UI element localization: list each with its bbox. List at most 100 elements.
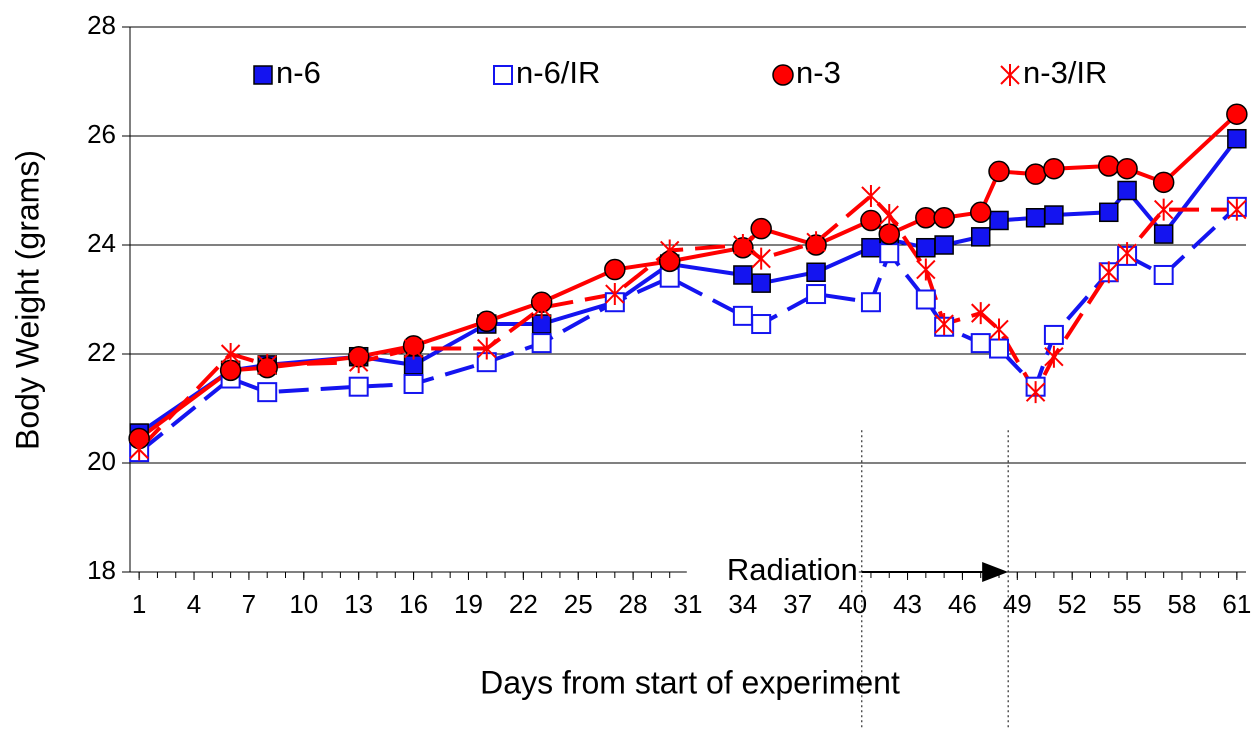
x-tick-label: 22 — [509, 589, 538, 619]
point — [915, 207, 937, 229]
legend-marker — [1000, 64, 1020, 86]
point — [605, 283, 625, 306]
point — [1043, 324, 1064, 345]
y-tick-label: 18 — [87, 555, 116, 585]
point — [257, 382, 278, 403]
point — [916, 237, 936, 258]
legend-label: n-6/IR — [516, 55, 600, 90]
point — [916, 258, 936, 281]
point — [879, 204, 899, 227]
x-axis-title: Days from start of experiment — [480, 664, 900, 700]
point — [989, 318, 1009, 341]
point — [220, 343, 241, 365]
x-tick-label: 1 — [132, 589, 146, 619]
x-tick-label: 31 — [674, 589, 703, 619]
point — [476, 310, 498, 333]
point — [1226, 103, 1248, 125]
point — [970, 333, 991, 354]
y-axis-title: Body Weight (grams) — [9, 150, 45, 450]
point — [969, 201, 992, 224]
y-tick-label: 20 — [87, 446, 116, 476]
point — [403, 373, 424, 394]
series-line — [137, 193, 1237, 451]
point — [751, 314, 772, 335]
point — [989, 338, 1010, 359]
point — [733, 234, 753, 256]
x-tick-label: 25 — [564, 589, 593, 619]
x-tick-label: 40 — [838, 589, 867, 619]
legend-marker — [772, 64, 794, 86]
point — [129, 438, 149, 461]
point — [403, 337, 424, 360]
annotation-arrowhead — [982, 562, 1009, 582]
x-tick-label: 61 — [1222, 589, 1251, 619]
point — [531, 333, 552, 354]
point — [806, 284, 827, 305]
legend-marker — [493, 65, 513, 85]
point — [1025, 381, 1046, 404]
point — [988, 160, 1010, 183]
x-tick-label: 16 — [399, 589, 428, 619]
point — [1153, 224, 1174, 244]
x-tick-label: 58 — [1168, 589, 1197, 619]
legend-item: n-3 — [772, 55, 841, 90]
point — [934, 235, 954, 255]
point — [971, 302, 991, 325]
point — [1117, 242, 1137, 265]
point — [1098, 155, 1120, 177]
x-tick-label: 7 — [242, 589, 256, 619]
point — [970, 227, 991, 247]
point — [878, 223, 900, 245]
point — [257, 353, 277, 376]
point — [732, 305, 753, 326]
point — [1044, 345, 1064, 368]
series-line — [137, 205, 1239, 454]
point — [861, 237, 881, 258]
y-tick-label: 24 — [87, 228, 116, 258]
point — [1117, 180, 1137, 201]
point — [1153, 198, 1174, 221]
annotation-bg — [686, 554, 859, 590]
legend-label: n-3/IR — [1023, 55, 1107, 90]
x-tick-label: 46 — [948, 589, 977, 619]
x-tick-label: 43 — [893, 589, 922, 619]
point — [933, 207, 955, 229]
point — [751, 273, 771, 293]
x-tick-label: 49 — [1003, 589, 1032, 619]
legend-marker — [253, 65, 273, 85]
point — [348, 376, 369, 397]
point — [915, 289, 936, 310]
point — [1099, 202, 1119, 223]
legend-label: n-6 — [276, 55, 321, 90]
legend-item: n-6/IR — [493, 55, 600, 90]
point — [604, 258, 626, 281]
point — [1099, 261, 1119, 284]
x-tick-label: 19 — [454, 589, 483, 619]
x-tick-label: 34 — [728, 589, 757, 619]
legend-item: n-6 — [253, 55, 321, 90]
x-tick-label: 52 — [1058, 589, 1087, 619]
point — [1116, 157, 1138, 180]
point — [806, 262, 826, 282]
point — [860, 292, 881, 313]
point — [477, 337, 497, 360]
point — [861, 184, 881, 207]
legend-item: n-3/IR — [1000, 55, 1107, 90]
point — [1025, 208, 1046, 228]
x-tick-label: 10 — [289, 589, 318, 619]
point — [806, 231, 826, 254]
y-tick-label: 28 — [87, 10, 116, 40]
y-tick-label: 22 — [87, 337, 116, 367]
legend-label: n-3 — [796, 55, 841, 90]
point — [934, 313, 954, 336]
point — [751, 247, 771, 270]
point — [1227, 128, 1247, 149]
point — [1153, 264, 1174, 285]
x-tick-label: 13 — [344, 589, 373, 619]
point — [879, 243, 900, 264]
point — [989, 210, 1009, 231]
x-tick-label: 28 — [619, 589, 648, 619]
x-tick-label: 4 — [187, 589, 201, 619]
point — [348, 351, 369, 374]
